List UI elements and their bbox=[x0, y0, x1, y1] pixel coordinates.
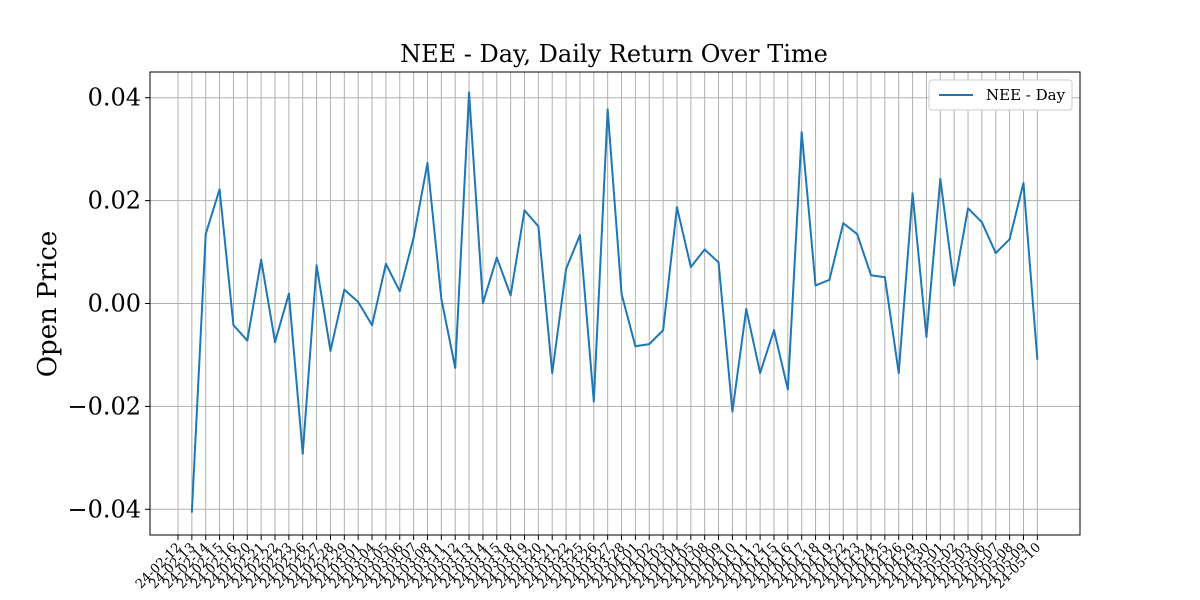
series-layer bbox=[190, 91, 1039, 513]
data-point bbox=[509, 294, 512, 297]
data-point bbox=[301, 452, 304, 455]
data-point bbox=[287, 292, 290, 295]
data-point bbox=[800, 131, 803, 134]
data-point bbox=[468, 91, 471, 94]
data-point bbox=[759, 371, 762, 374]
y-tick-label: −0.04 bbox=[67, 495, 141, 523]
data-point bbox=[260, 258, 263, 261]
data-point bbox=[689, 265, 692, 268]
data-point bbox=[578, 234, 581, 237]
data-point bbox=[980, 221, 983, 224]
data-point bbox=[204, 233, 207, 236]
data-point bbox=[856, 233, 859, 236]
x-axis-ticks: 24-02-1224-02-1324-02-1424-02-1524-02-16… bbox=[133, 535, 1044, 592]
data-point bbox=[329, 349, 332, 352]
data-point bbox=[274, 341, 277, 344]
data-point bbox=[786, 388, 789, 391]
data-point bbox=[523, 209, 526, 212]
data-point bbox=[315, 264, 318, 267]
data-point bbox=[495, 256, 498, 259]
data-point bbox=[357, 300, 360, 303]
y-tick-label: −0.02 bbox=[67, 392, 141, 420]
data-point bbox=[1036, 358, 1039, 361]
data-point bbox=[232, 324, 235, 327]
y-tick-label: 0.02 bbox=[88, 187, 141, 215]
y-tick-label: 0.04 bbox=[88, 84, 141, 112]
data-point bbox=[883, 276, 886, 279]
data-point bbox=[384, 262, 387, 265]
data-point bbox=[731, 410, 734, 413]
data-point bbox=[620, 292, 623, 295]
legend-entry-label: NEE - Day bbox=[986, 86, 1066, 104]
data-point bbox=[440, 297, 443, 300]
series-line bbox=[190, 91, 1039, 512]
data-point bbox=[246, 339, 249, 342]
y-axis-label: Open Price bbox=[33, 231, 63, 378]
data-point bbox=[662, 329, 665, 332]
data-point bbox=[717, 261, 720, 264]
legend: NEE - Day bbox=[928, 79, 1073, 111]
data-point bbox=[897, 371, 900, 374]
data-point bbox=[454, 366, 457, 369]
data-point bbox=[772, 329, 775, 332]
data-point bbox=[398, 290, 401, 293]
y-axis-ticks: −0.04 −0.02 0.00 0.02 0.04 bbox=[67, 84, 150, 523]
data-point bbox=[371, 324, 374, 327]
data-point bbox=[218, 188, 221, 191]
data-point bbox=[481, 301, 484, 304]
data-point bbox=[814, 284, 817, 287]
data-point bbox=[994, 252, 997, 255]
data-point bbox=[1022, 182, 1025, 185]
data-point bbox=[842, 222, 845, 225]
data-point bbox=[190, 510, 193, 513]
data-point bbox=[967, 207, 970, 210]
data-point bbox=[675, 206, 678, 209]
y-tick-label: 0.00 bbox=[88, 290, 141, 318]
data-point bbox=[939, 178, 942, 180]
data-point bbox=[426, 162, 429, 165]
data-point bbox=[703, 248, 706, 251]
grid-lines bbox=[150, 72, 1080, 535]
data-point bbox=[537, 225, 540, 228]
data-point bbox=[343, 288, 346, 291]
data-point bbox=[551, 371, 554, 374]
data-point bbox=[911, 192, 914, 195]
data-point bbox=[634, 345, 637, 348]
chart-title: NEE - Day, Daily Return Over Time bbox=[400, 40, 828, 68]
data-point bbox=[1008, 238, 1011, 241]
data-point bbox=[925, 335, 928, 338]
data-point bbox=[606, 108, 609, 111]
data-point bbox=[745, 308, 748, 311]
data-point bbox=[828, 278, 831, 281]
data-point bbox=[870, 274, 872, 277]
data-point bbox=[592, 400, 595, 403]
data-point bbox=[648, 343, 651, 346]
data-point bbox=[412, 236, 415, 239]
legend-box bbox=[928, 79, 1073, 111]
data-point bbox=[565, 268, 568, 271]
data-point bbox=[953, 284, 956, 287]
